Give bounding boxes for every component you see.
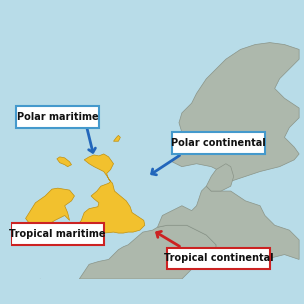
- Polygon shape: [26, 188, 74, 225]
- Text: Tropical maritime: Tropical maritime: [9, 229, 105, 239]
- Text: Polar continental: Polar continental: [171, 138, 266, 148]
- Polygon shape: [113, 135, 120, 141]
- Text: Polar maritime: Polar maritime: [16, 112, 98, 122]
- Polygon shape: [57, 157, 71, 167]
- FancyBboxPatch shape: [167, 248, 270, 269]
- Polygon shape: [35, 279, 157, 304]
- Polygon shape: [79, 225, 216, 279]
- FancyBboxPatch shape: [11, 223, 104, 245]
- Text: Tropical continental: Tropical continental: [164, 254, 273, 264]
- Polygon shape: [72, 154, 145, 240]
- Polygon shape: [206, 164, 234, 191]
- Polygon shape: [157, 186, 299, 264]
- FancyBboxPatch shape: [172, 133, 265, 154]
- Polygon shape: [172, 43, 299, 181]
- FancyBboxPatch shape: [16, 106, 99, 128]
